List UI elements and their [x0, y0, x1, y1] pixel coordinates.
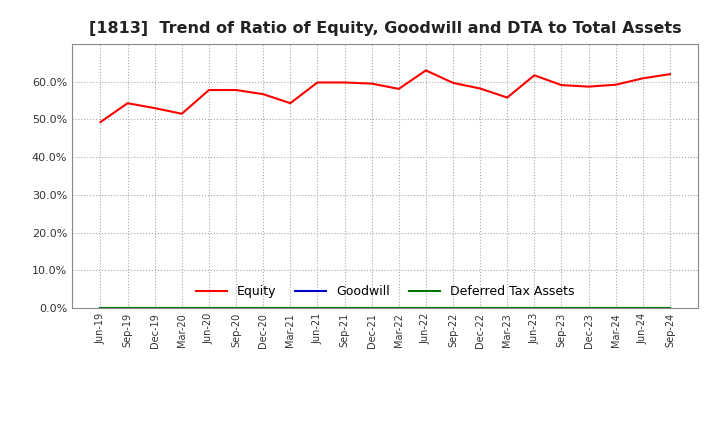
Equity — [232, 88, 240, 93]
Goodwill — [367, 305, 376, 311]
Goodwill — [96, 305, 105, 311]
Goodwill — [584, 305, 593, 311]
Deferred Tax Assets — [232, 305, 240, 311]
Title: [1813]  Trend of Ratio of Equity, Goodwill and DTA to Total Assets: [1813] Trend of Ratio of Equity, Goodwil… — [89, 21, 682, 36]
Deferred Tax Assets — [313, 305, 322, 311]
Equity — [557, 82, 566, 88]
Equity — [503, 95, 511, 100]
Equity — [204, 88, 213, 93]
Equity — [421, 68, 430, 73]
Goodwill — [395, 305, 403, 311]
Goodwill — [449, 305, 457, 311]
Goodwill — [123, 305, 132, 311]
Equity — [150, 106, 159, 111]
Deferred Tax Assets — [530, 305, 539, 311]
Equity — [313, 80, 322, 85]
Deferred Tax Assets — [341, 305, 349, 311]
Deferred Tax Assets — [639, 305, 647, 311]
Goodwill — [611, 305, 620, 311]
Goodwill — [178, 305, 186, 311]
Deferred Tax Assets — [449, 305, 457, 311]
Goodwill — [341, 305, 349, 311]
Goodwill — [557, 305, 566, 311]
Deferred Tax Assets — [611, 305, 620, 311]
Goodwill — [476, 305, 485, 311]
Goodwill — [665, 305, 674, 311]
Deferred Tax Assets — [395, 305, 403, 311]
Goodwill — [259, 305, 268, 311]
Deferred Tax Assets — [367, 305, 376, 311]
Deferred Tax Assets — [204, 305, 213, 311]
Goodwill — [639, 305, 647, 311]
Equity — [96, 119, 105, 125]
Equity — [341, 80, 349, 85]
Equity — [395, 86, 403, 92]
Deferred Tax Assets — [503, 305, 511, 311]
Equity — [259, 92, 268, 97]
Deferred Tax Assets — [150, 305, 159, 311]
Legend: Equity, Goodwill, Deferred Tax Assets: Equity, Goodwill, Deferred Tax Assets — [189, 279, 581, 304]
Equity — [123, 101, 132, 106]
Goodwill — [313, 305, 322, 311]
Goodwill — [286, 305, 294, 311]
Deferred Tax Assets — [259, 305, 268, 311]
Deferred Tax Assets — [123, 305, 132, 311]
Goodwill — [503, 305, 511, 311]
Goodwill — [421, 305, 430, 311]
Deferred Tax Assets — [476, 305, 485, 311]
Equity — [178, 111, 186, 117]
Equity — [476, 86, 485, 91]
Goodwill — [150, 305, 159, 311]
Goodwill — [530, 305, 539, 311]
Deferred Tax Assets — [96, 305, 105, 311]
Goodwill — [232, 305, 240, 311]
Equity — [584, 84, 593, 89]
Equity — [639, 76, 647, 81]
Equity — [449, 80, 457, 85]
Deferred Tax Assets — [665, 305, 674, 311]
Equity — [665, 72, 674, 77]
Equity — [286, 101, 294, 106]
Line: Equity: Equity — [101, 70, 670, 122]
Goodwill — [204, 305, 213, 311]
Deferred Tax Assets — [421, 305, 430, 311]
Equity — [530, 73, 539, 78]
Equity — [367, 81, 376, 86]
Deferred Tax Assets — [584, 305, 593, 311]
Deferred Tax Assets — [286, 305, 294, 311]
Equity — [611, 82, 620, 88]
Deferred Tax Assets — [178, 305, 186, 311]
Deferred Tax Assets — [557, 305, 566, 311]
